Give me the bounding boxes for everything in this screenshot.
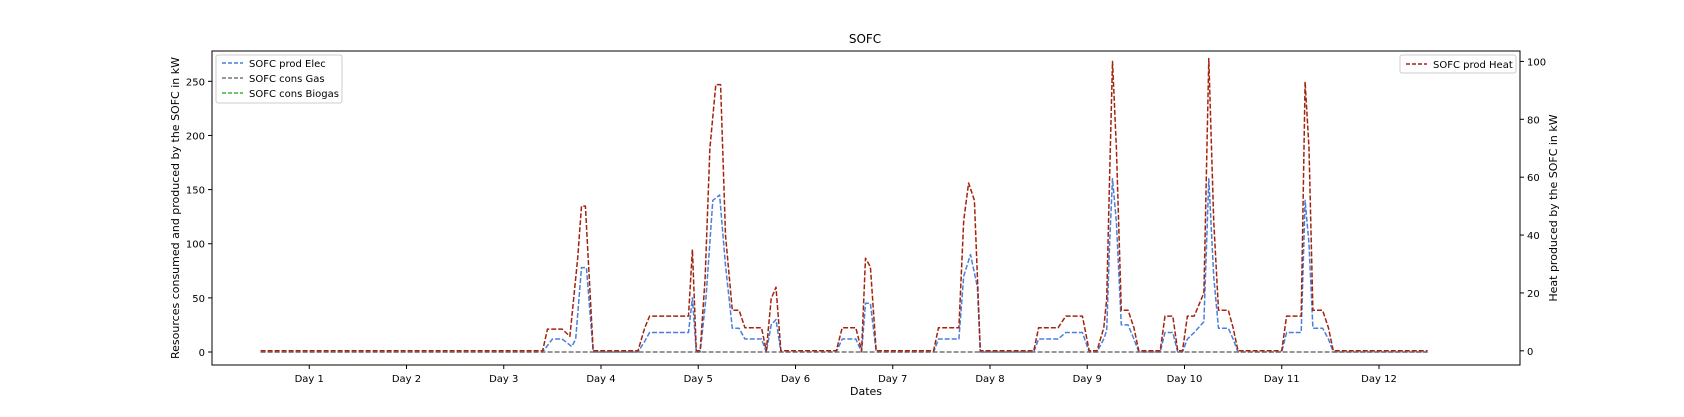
legend-label-biogas: SOFC cons Biogas	[249, 89, 339, 100]
x-tick-label: Day 5	[684, 374, 713, 385]
legend-right: SOFC prod Heat	[1399, 54, 1517, 74]
legend-label-heat: SOFC prod Heat	[1433, 60, 1513, 71]
y-right-tick-label: 100	[1527, 57, 1546, 68]
y-left-tick-label: 100	[186, 240, 205, 251]
legend-label-gas: SOFC cons Gas	[249, 74, 325, 85]
plot-frame	[211, 50, 1521, 366]
y-left-tick-label: 250	[186, 77, 205, 88]
series-line-sofc-prod-heat	[260, 57, 1428, 352]
y-axis-left-label: Resources consumed and produced by the S…	[169, 57, 182, 359]
x-tick-label: Day 4	[586, 374, 615, 385]
y-right-tick-label: 40	[1527, 231, 1540, 242]
y-right-tick-label: 80	[1527, 115, 1540, 126]
y-axis-left: 0 50 100 150 200 250	[186, 77, 212, 359]
x-tick-label: Day 9	[1073, 374, 1102, 385]
x-tick-label: Day 10	[1167, 374, 1203, 385]
legend-left-box	[215, 54, 343, 104]
x-tick-label: Day 11	[1264, 374, 1300, 385]
y-left-tick-label: 0	[199, 348, 205, 359]
y-right-tick-label: 20	[1527, 289, 1540, 300]
x-tick-label: Day 1	[295, 374, 324, 385]
legend-label-elec: SOFC prod Elec	[249, 59, 326, 70]
y-left-tick-label: 150	[186, 186, 205, 197]
series-layer	[260, 57, 1428, 353]
y-left-tick-label: 200	[186, 131, 205, 142]
legend-left: SOFC prod Elec SOFC cons Gas SOFC cons B…	[215, 54, 343, 104]
y-right-tick-label: 60	[1527, 173, 1540, 184]
y-left-tick-label: 50	[192, 294, 205, 305]
x-tick-label: Day 7	[878, 374, 907, 385]
x-tick-label: Day 8	[975, 374, 1004, 385]
x-tick-label: Day 3	[489, 374, 518, 385]
chart-title: SOFC	[849, 32, 881, 46]
x-tick-label: Day 6	[781, 374, 810, 385]
y-axis-right-label: Heat produced by the SOFC in kW	[1547, 114, 1560, 301]
x-tick-label: Day 12	[1361, 374, 1397, 385]
series-line-sofc-prod-elec	[260, 178, 1428, 353]
x-tick-label: Day 2	[392, 374, 421, 385]
x-axis-label: Dates	[850, 385, 882, 398]
y-right-tick-label: 0	[1527, 347, 1533, 358]
x-axis: Day 1 Day 2 Day 3 Day 4 Day 5 Day 6 Day 7 Day 8…	[295, 365, 1397, 385]
legend-right-box	[1399, 54, 1517, 74]
y-axis-right: 0 20 40 60 80 100	[1520, 57, 1546, 358]
